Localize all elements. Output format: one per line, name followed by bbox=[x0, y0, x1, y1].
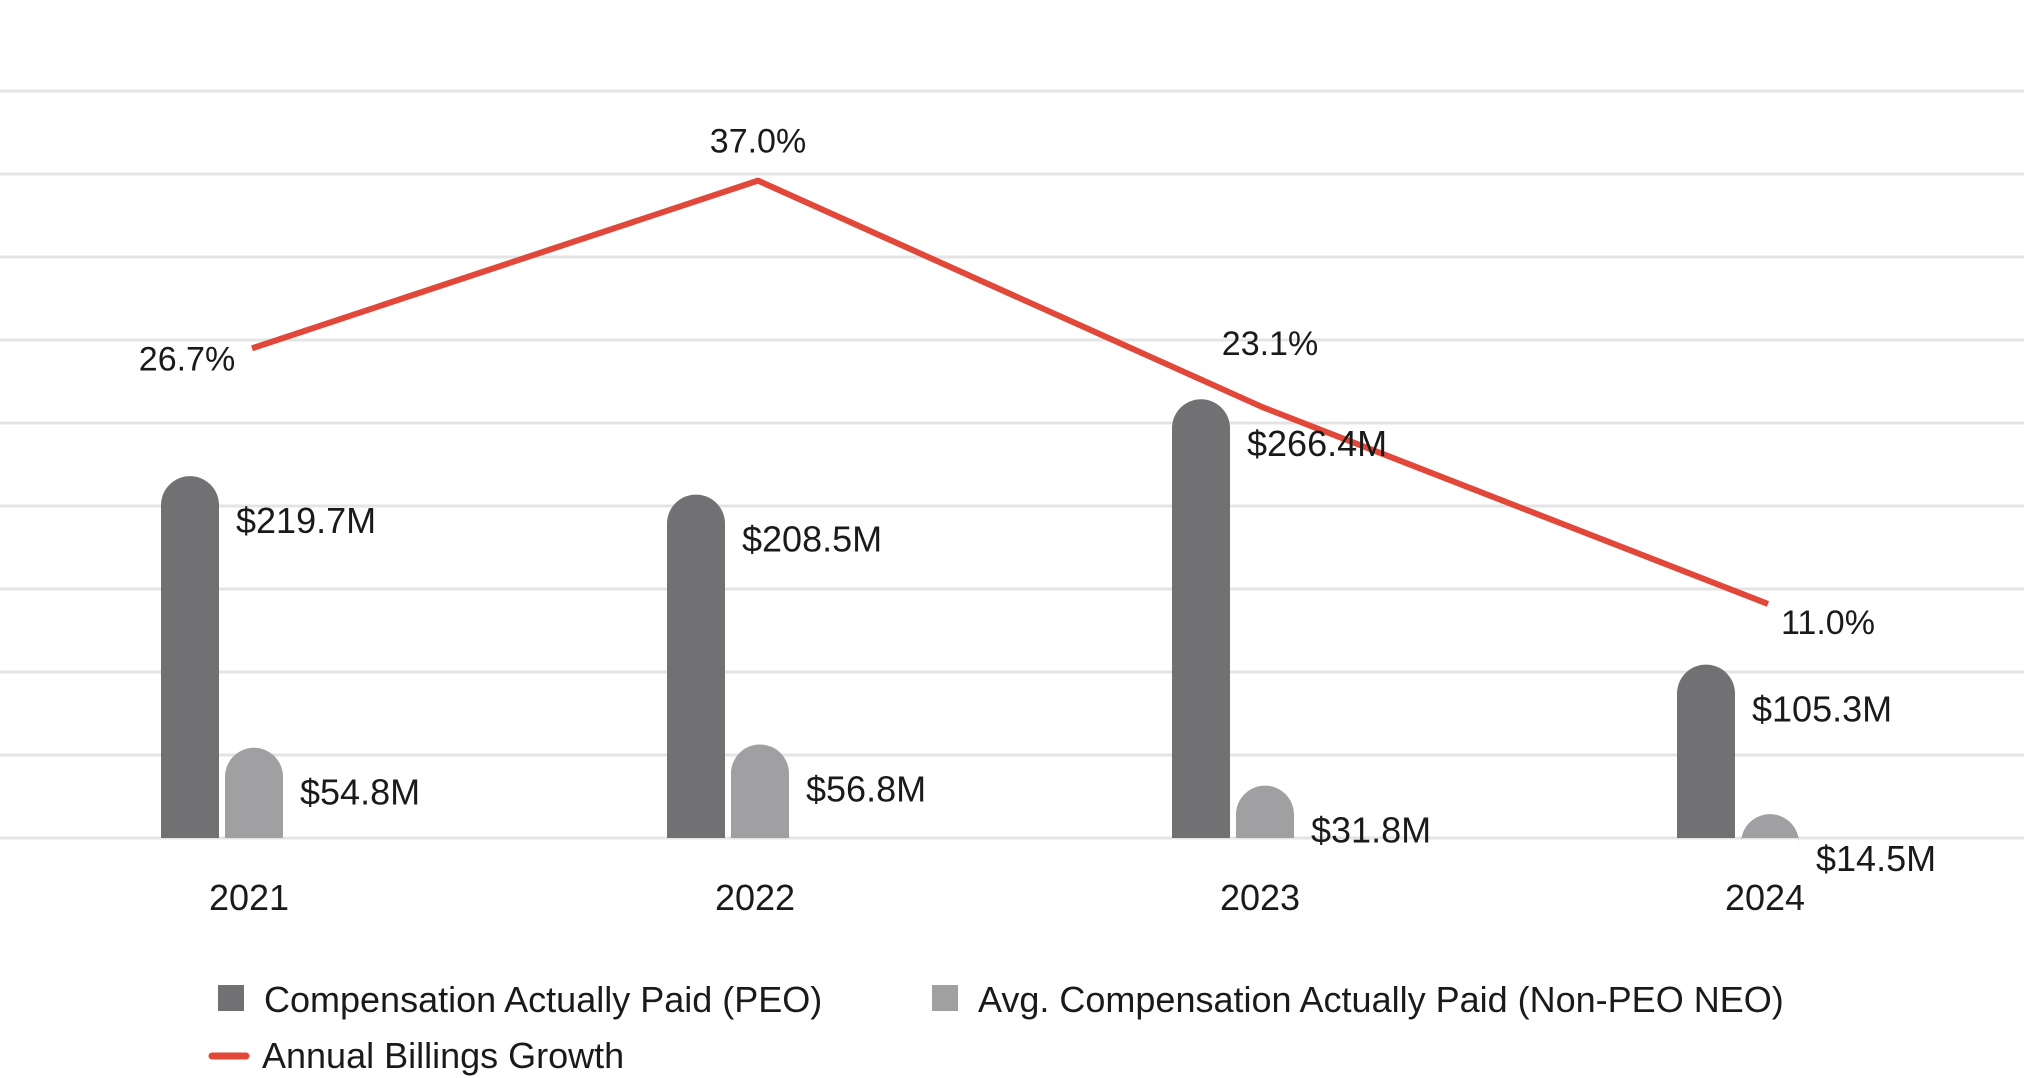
line-label-2023: 23.1% bbox=[1222, 325, 1318, 363]
bar-label-avg-compensation-actually-paid-non-peo-neo-2024: $14.5M bbox=[1816, 838, 1936, 879]
legend-label-compensation-actually-paid-peo: Compensation Actually Paid (PEO) bbox=[264, 979, 822, 1020]
legend-label-avg-compensation-actually-paid-non-peo-neo: Avg. Compensation Actually Paid (Non-PEO… bbox=[978, 979, 1784, 1020]
bar-label-compensation-actually-paid-peo-2022: $208.5M bbox=[742, 519, 882, 560]
bar-compensation-actually-paid-peo-2024 bbox=[1677, 664, 1735, 838]
bars bbox=[161, 399, 1799, 844]
legend-swatch-compensation-actually-paid-peo bbox=[218, 985, 244, 1011]
bar-avg-compensation-actually-paid-non-peo-neo-2022 bbox=[731, 744, 789, 838]
bar-label-compensation-actually-paid-peo-2024: $105.3M bbox=[1752, 689, 1892, 730]
x-axis-ticks: 2021 2022 2023 2024 bbox=[209, 877, 1805, 918]
bar-compensation-actually-paid-peo-2021 bbox=[161, 476, 219, 838]
x-tick-2024: 2024 bbox=[1725, 877, 1805, 918]
line-label-2024: 11.0% bbox=[1781, 604, 1875, 642]
x-tick-2023: 2023 bbox=[1220, 877, 1300, 918]
bar-label-compensation-actually-paid-peo-2021: $219.7M bbox=[236, 500, 376, 541]
legend: Compensation Actually Paid (PEO) Avg. Com… bbox=[208, 979, 1784, 1076]
bar-label-avg-compensation-actually-paid-non-peo-neo-2021: $54.8M bbox=[300, 772, 420, 813]
bar-label-avg-compensation-actually-paid-non-peo-neo-2022: $56.8M bbox=[806, 768, 926, 809]
line-annual-billings-growth bbox=[251, 177, 1770, 607]
gridlines bbox=[0, 89, 2024, 840]
bar-avg-compensation-actually-paid-non-peo-neo-2024 bbox=[1741, 814, 1799, 844]
legend-swatch-avg-compensation-actually-paid-non-peo-neo bbox=[932, 985, 958, 1011]
data-labels: $219.7M $54.8M $208.5M $56.8M $266.4M $31.8M $… bbox=[139, 123, 1936, 879]
billings-growth-line bbox=[251, 177, 1770, 607]
bar-label-avg-compensation-actually-paid-non-peo-neo-2023: $31.8M bbox=[1311, 810, 1431, 851]
bar-avg-compensation-actually-paid-non-peo-neo-2021 bbox=[225, 747, 283, 838]
bar-compensation-actually-paid-peo-2022 bbox=[667, 494, 725, 838]
bar-label-compensation-actually-paid-peo-2023: $266.4M bbox=[1247, 423, 1387, 464]
line-label-2022: 37.0% bbox=[710, 123, 806, 161]
x-tick-2022: 2022 bbox=[715, 877, 795, 918]
bar-compensation-actually-paid-peo-2023 bbox=[1172, 399, 1230, 838]
bar-avg-compensation-actually-paid-non-peo-neo-2023 bbox=[1236, 785, 1294, 838]
legend-label-annual-billings-growth: Annual Billings Growth bbox=[262, 1035, 624, 1076]
line-label-2021: 26.7% bbox=[139, 340, 235, 378]
x-tick-2021: 2021 bbox=[209, 877, 289, 918]
